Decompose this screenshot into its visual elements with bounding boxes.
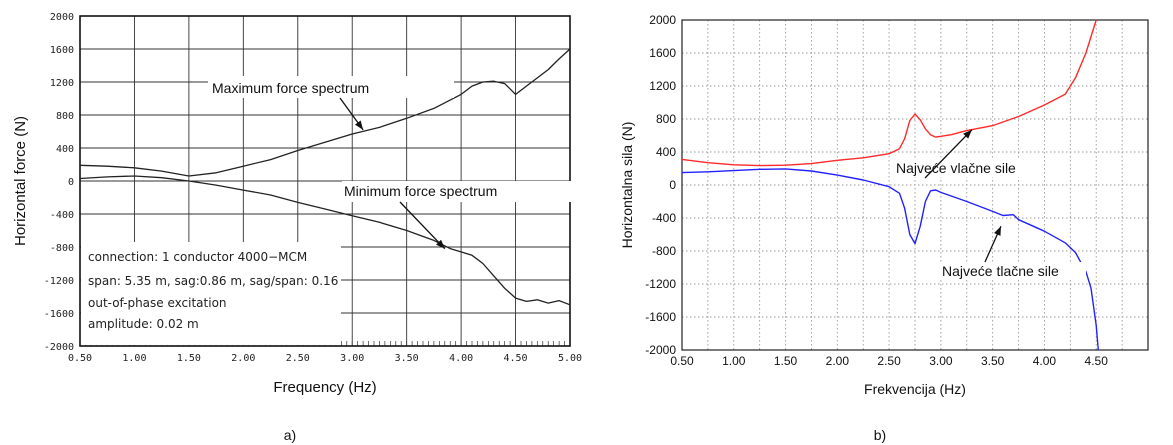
series-group-a	[79, 48, 571, 306]
arrow-compression-head	[994, 226, 1001, 236]
x-axis-title-b: Frekvencija (Hz)	[864, 381, 966, 397]
tick-labels-a: 2000 1600 1200 800 400 0 -400 -800 -1200 -1600 -20…	[44, 12, 582, 364]
y-tick-label: -2000	[645, 343, 676, 357]
y-tick-label: 800	[56, 111, 74, 122]
annotation-bg-max	[208, 76, 454, 98]
y-tick-label: 0	[68, 177, 74, 188]
panel-a-chart: 2000 1600 1200 800 400 0 -400 -800 -1200 -1600 -20…	[12, 12, 582, 396]
annotation-bg-min	[342, 181, 572, 202]
x-tick-label: 3.50	[395, 353, 419, 364]
x-tick-label: 2.50	[877, 354, 901, 368]
info-box-a	[81, 242, 341, 345]
x-tick-label: 0.50	[68, 353, 92, 364]
annotation-min-force: Minimum force spectrum	[344, 183, 497, 199]
x-tick-label: 1.00	[122, 353, 146, 364]
x-tick-label: 4.50	[504, 353, 528, 364]
y-tick-label: -400	[50, 210, 74, 221]
y-tick-label: 1600	[50, 45, 74, 56]
x-tick-label: 1.50	[177, 353, 201, 364]
y-tick-label: -1200	[645, 277, 676, 291]
x-tick-label: 5.00	[558, 353, 582, 364]
tick-labels-b: 2000 1600 1200 800 400 0 -400 -800 -1200 -1600 -20…	[645, 13, 1108, 368]
panel-label-a: a)	[284, 427, 296, 443]
annotation-bg-compression	[938, 262, 1086, 280]
y-tick-label: -1200	[44, 276, 74, 287]
y-tick-label: -800	[652, 244, 676, 258]
arrow-max-force-head	[354, 120, 364, 130]
x-tick-label: 2.00	[231, 353, 255, 364]
x-tick-label: 1.50	[774, 354, 798, 368]
x-tick-label: 4.00	[449, 353, 473, 364]
y-tick-label: 2000	[649, 13, 676, 27]
info-line-3: out-of-phase excitation	[88, 296, 227, 310]
y-tick-label: 1200	[50, 78, 74, 89]
y-tick-label: -2000	[44, 342, 74, 353]
panel-b-chart: 2000 1600 1200 800 400 0 -400 -800 -1200 -1600 -20…	[619, 13, 1149, 397]
plot-frame-b	[681, 19, 1149, 351]
arrow-min-force-line	[399, 201, 446, 250]
series-line-2	[681, 168, 1099, 351]
series-group-b	[681, 19, 1099, 351]
series-line-1	[681, 19, 1097, 167]
y-tick-label: -1600	[645, 310, 676, 324]
y-tick-label: 400	[56, 144, 74, 155]
y-tick-label: 800	[656, 112, 676, 126]
annotations-a: Maximum force spectrum Minimum force spe…	[208, 76, 572, 250]
y-tick-label: 1600	[649, 46, 676, 60]
y-tick-label: 400	[656, 145, 676, 159]
annotations-b: Najveće vlačne sile Najveće tlačne sile	[892, 129, 1086, 280]
arrow-tension-head	[963, 129, 972, 139]
y-tick-label: -400	[652, 211, 676, 225]
y-axis-title-a: Horizontal force (N)	[12, 116, 29, 246]
arrow-tension-line	[924, 129, 973, 179]
x-axis-title-a: Frequency (Hz)	[273, 379, 376, 396]
panel-label-b: b)	[874, 427, 886, 443]
y-tick-label: -1600	[44, 309, 74, 320]
x-tick-label: 3.00	[929, 354, 953, 368]
x-tick-label: 1.00	[722, 354, 746, 368]
series-line-2	[79, 175, 571, 306]
info-line-4: amplitude: 0.02 m	[88, 317, 199, 331]
series-line-1	[79, 48, 571, 177]
y-tick-label: 2000	[50, 12, 74, 23]
info-line-1: connection: 1 conductor 4000−MCM	[88, 250, 307, 264]
annotation-max-force: Maximum force spectrum	[212, 80, 369, 96]
x-tick-label: 2.00	[826, 354, 850, 368]
arrow-min-force-head	[436, 239, 445, 249]
annotation-max-tension: Najveće vlačne sile	[896, 160, 1016, 176]
x-tick-label: 4.50	[1085, 354, 1109, 368]
x-tick-label: 0.50	[670, 354, 694, 368]
y-tick-label: 1200	[649, 79, 676, 93]
y-axis-title-b: Horizontalna sila (N)	[619, 122, 635, 249]
x-tick-label: 3.00	[340, 353, 364, 364]
y-tick-label: -800	[50, 243, 74, 254]
x-tick-label: 3.50	[981, 354, 1005, 368]
annotation-max-compression: Najveće tlačne sile	[942, 263, 1059, 279]
x-tick-label: 4.00	[1033, 354, 1057, 368]
annotation-bg-tension	[892, 159, 1040, 177]
x-tick-label: 2.50	[286, 353, 310, 364]
y-tick-label: 0	[669, 178, 676, 192]
info-line-2: span: 5.35 m, sag:0.86 m, sag/span: 0.16	[88, 274, 338, 288]
